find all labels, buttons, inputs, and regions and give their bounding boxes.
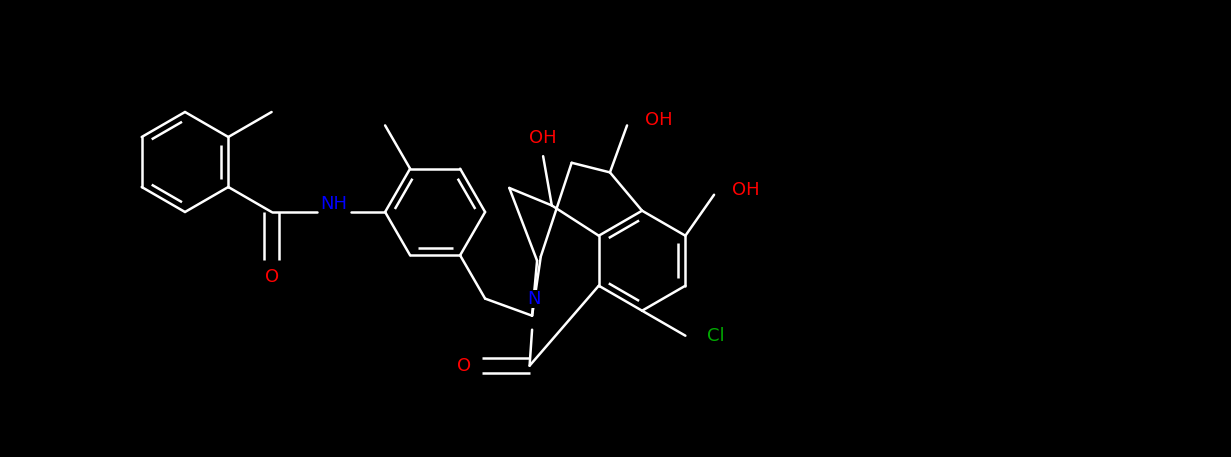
Text: OH: OH [732, 181, 760, 199]
Text: OH: OH [529, 129, 556, 147]
Text: O: O [457, 357, 471, 375]
Text: O: O [265, 267, 278, 286]
Text: N: N [527, 290, 540, 308]
Text: Cl: Cl [708, 327, 725, 345]
Text: NH: NH [320, 195, 347, 213]
Text: OH: OH [645, 112, 672, 129]
